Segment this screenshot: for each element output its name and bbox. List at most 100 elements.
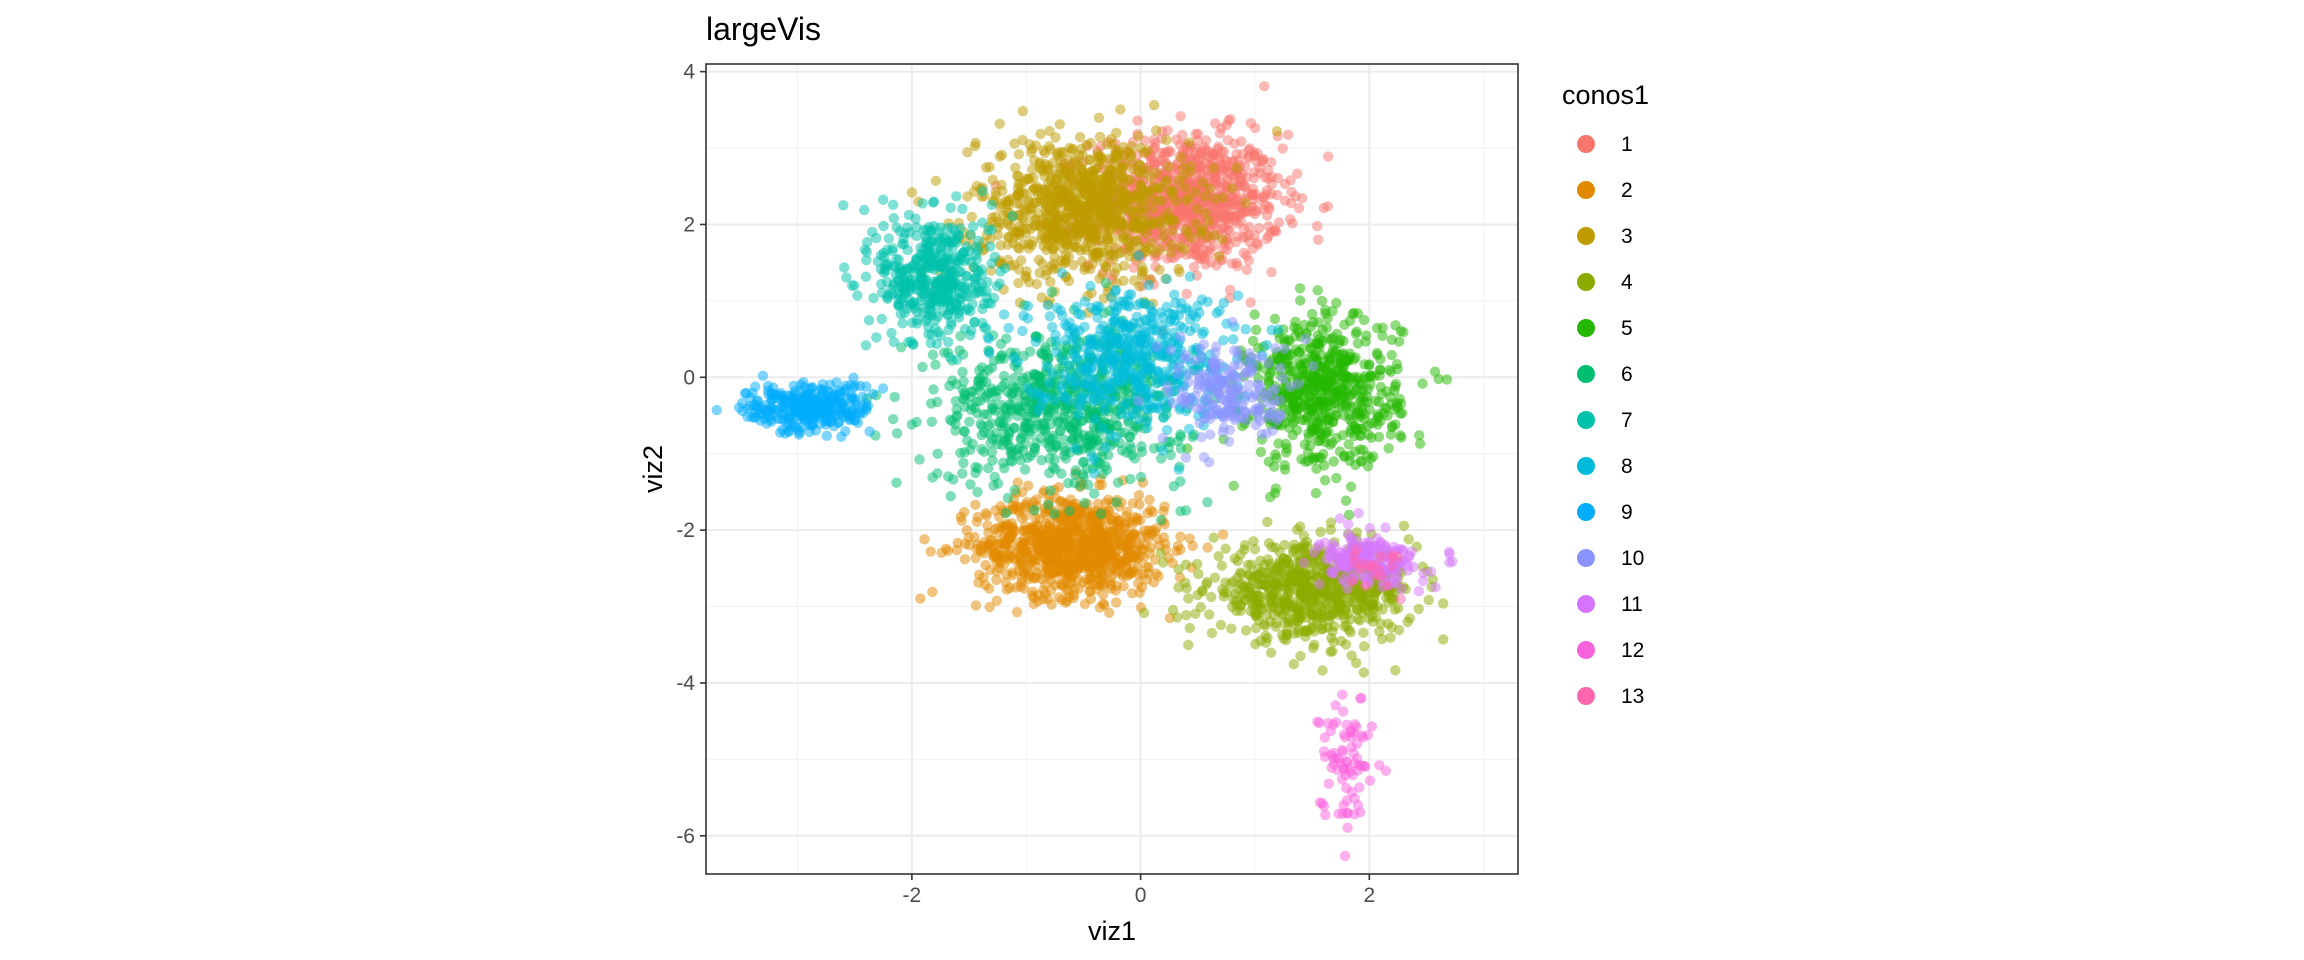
point-cluster-2: [1001, 569, 1012, 580]
point-cluster-3: [1051, 229, 1063, 240]
point-cluster-4: [1167, 604, 1179, 616]
point-cluster-3: [930, 175, 942, 186]
point-cluster-5: [1390, 320, 1401, 331]
point-cluster-3: [1200, 208, 1211, 219]
point-cluster-5: [1385, 391, 1396, 403]
point-cluster-2: [1175, 531, 1186, 542]
point-cluster-1: [1224, 284, 1236, 295]
point-cluster-3: [1076, 165, 1088, 176]
point-cluster-6: [987, 455, 998, 466]
point-cluster-2: [1096, 479, 1107, 491]
point-cluster-4: [1180, 577, 1191, 588]
point-cluster-2: [1079, 598, 1091, 610]
point-cluster-2: [927, 586, 938, 598]
point-cluster-4: [1213, 551, 1224, 562]
point-cluster-2: [993, 549, 1004, 560]
point-cluster-3: [1115, 104, 1126, 115]
point-cluster-3: [1131, 195, 1142, 206]
point-cluster-4: [1279, 617, 1290, 629]
point-cluster-3: [1200, 191, 1211, 202]
point-cluster-3: [996, 179, 1007, 190]
point-cluster-3: [1013, 171, 1024, 182]
point-cluster-7: [977, 186, 988, 197]
point-cluster-5: [1360, 330, 1372, 341]
point-cluster-4: [1239, 544, 1250, 555]
point-cluster-3: [966, 211, 977, 223]
point-cluster-5: [1354, 411, 1366, 423]
point-cluster-3: [1039, 184, 1050, 195]
point-cluster-5: [1429, 366, 1441, 377]
point-cluster-4: [1157, 557, 1169, 568]
chart-title: largeVis: [706, 11, 821, 47]
point-cluster-3: [1116, 247, 1127, 258]
point-cluster-6: [950, 379, 962, 390]
point-cluster-6: [959, 401, 970, 412]
point-cluster-5: [1344, 414, 1356, 425]
point-cluster-6: [930, 359, 941, 370]
point-cluster-6: [958, 425, 970, 437]
point-cluster-5: [1375, 381, 1386, 393]
point-cluster-1: [1270, 226, 1282, 237]
point-cluster-7: [883, 233, 894, 244]
point-cluster-3: [1002, 239, 1013, 250]
point-cluster-5: [1289, 402, 1300, 414]
point-cluster-5: [1345, 424, 1356, 436]
point-cluster-1: [1222, 135, 1234, 146]
point-cluster-3: [1020, 270, 1031, 281]
point-cluster-4: [1181, 610, 1192, 621]
point-cluster-3: [1021, 223, 1032, 234]
point-cluster-6: [1125, 473, 1136, 485]
point-cluster-1: [1190, 129, 1201, 140]
point-cluster-2: [1014, 541, 1025, 552]
point-cluster-3: [1050, 132, 1061, 143]
point-cluster-2: [1049, 579, 1061, 591]
point-cluster-1: [1235, 209, 1247, 220]
point-cluster-4: [1138, 607, 1150, 619]
point-cluster-3: [1178, 162, 1189, 174]
point-cluster-5: [1316, 295, 1328, 307]
point-cluster-3: [1093, 112, 1105, 124]
point-cluster-5: [1279, 464, 1291, 475]
point-cluster-1: [1286, 186, 1297, 198]
point-cluster-3: [1158, 231, 1169, 242]
point-cluster-2: [1105, 583, 1117, 594]
point-cluster-6: [1024, 346, 1036, 357]
point-cluster-1: [1181, 288, 1192, 300]
point-cluster-6: [1088, 433, 1100, 444]
point-cluster-4: [1398, 520, 1410, 531]
point-cluster-2: [1032, 520, 1043, 531]
point-cluster-4: [1253, 598, 1264, 610]
point-cluster-4: [1255, 555, 1266, 566]
point-cluster-3: [1174, 241, 1186, 252]
point-cluster-2: [1015, 555, 1027, 566]
point-cluster-2: [1067, 555, 1079, 567]
point-cluster-5: [1228, 480, 1239, 491]
point-cluster-3: [1077, 149, 1088, 161]
point-cluster-5: [1371, 347, 1383, 359]
point-cluster-6: [1111, 497, 1122, 508]
point-cluster-4: [1302, 626, 1313, 637]
point-cluster-4: [1389, 604, 1401, 615]
point-cluster-3: [1049, 251, 1060, 263]
point-cluster-3: [1012, 189, 1023, 200]
point-cluster-6: [1082, 442, 1093, 453]
point-cluster-6: [998, 370, 1010, 382]
point-cluster-3: [1024, 139, 1035, 150]
point-cluster-2: [974, 569, 985, 580]
point-cluster-3: [1138, 222, 1150, 233]
point-cluster-6: [998, 457, 1009, 469]
point-cluster-6: [1029, 504, 1040, 516]
point-cluster-5: [1300, 393, 1311, 404]
point-cluster-3: [1094, 131, 1106, 143]
point-cluster-2: [1147, 507, 1159, 518]
point-cluster-2: [970, 499, 981, 510]
point-cluster-1: [1205, 257, 1217, 268]
point-cluster-6: [928, 384, 939, 395]
point-cluster-6: [1180, 505, 1192, 516]
point-cluster-4: [1315, 526, 1326, 538]
point-cluster-5: [1295, 295, 1306, 306]
point-cluster-2: [1158, 506, 1169, 517]
point-cluster-2: [1066, 564, 1077, 576]
point-cluster-6: [1095, 508, 1107, 520]
point-cluster-4: [1307, 616, 1318, 627]
